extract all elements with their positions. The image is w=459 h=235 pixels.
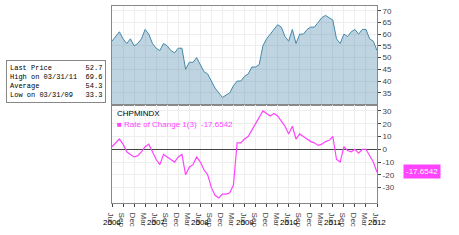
svg-text:Mar: Mar bbox=[183, 213, 192, 227]
svg-text:Mar: Mar bbox=[360, 213, 369, 227]
svg-text:Dec: Dec bbox=[261, 213, 270, 227]
svg-text:30: 30 bbox=[383, 107, 392, 116]
svg-text:Sep: Sep bbox=[205, 213, 214, 228]
svg-text:70: 70 bbox=[383, 6, 392, 15]
svg-text:20: 20 bbox=[383, 119, 392, 128]
svg-text:Jun: Jun bbox=[327, 213, 336, 226]
svg-text:Jun: Jun bbox=[239, 213, 248, 226]
svg-text:50: 50 bbox=[383, 53, 392, 62]
svg-text:Sep: Sep bbox=[117, 213, 126, 228]
svg-text:60: 60 bbox=[383, 30, 392, 39]
svg-text:-20: -20 bbox=[383, 171, 395, 180]
svg-text:40: 40 bbox=[383, 77, 392, 86]
svg-text:CHPMINDX: CHPMINDX bbox=[117, 109, 160, 118]
svg-text:Dec: Dec bbox=[128, 213, 137, 227]
svg-text:2008: 2008 bbox=[191, 218, 209, 227]
svg-text:2009: 2009 bbox=[236, 218, 254, 227]
svg-text:Sep: Sep bbox=[294, 213, 303, 228]
svg-text:Mar: Mar bbox=[227, 213, 236, 227]
svg-text:Dec: Dec bbox=[305, 213, 314, 227]
svg-text:55: 55 bbox=[383, 42, 392, 51]
svg-text:2012: 2012 bbox=[368, 218, 386, 227]
svg-text:2006: 2006 bbox=[103, 218, 121, 227]
svg-text:■ Rate of Change 1(3) -17.654: ■ Rate of Change 1(3) -17.6542 bbox=[117, 120, 233, 129]
svg-text:Jun: Jun bbox=[106, 213, 115, 226]
svg-text:Sep: Sep bbox=[338, 213, 347, 228]
svg-text:Sep: Sep bbox=[161, 213, 170, 228]
svg-text:Jun: Jun bbox=[150, 213, 159, 226]
svg-text:Last Price 52.7High on: Last Price 52.7High on 03/31/11 69.6Aver… bbox=[10, 64, 102, 99]
svg-text:35: 35 bbox=[383, 89, 392, 98]
svg-text:Jun: Jun bbox=[283, 213, 292, 226]
svg-text:-17.6542: -17.6542 bbox=[406, 167, 438, 176]
svg-text:Mar: Mar bbox=[316, 213, 325, 227]
svg-text:Jun: Jun bbox=[371, 213, 380, 226]
svg-text:0: 0 bbox=[383, 145, 388, 154]
svg-text:Dec: Dec bbox=[349, 213, 358, 227]
svg-text:2007: 2007 bbox=[147, 218, 165, 227]
svg-text:Dec: Dec bbox=[172, 213, 181, 227]
svg-text:Jun: Jun bbox=[194, 213, 203, 226]
svg-text:-10: -10 bbox=[383, 158, 395, 167]
svg-text:2011: 2011 bbox=[324, 218, 342, 227]
svg-text:2010: 2010 bbox=[280, 218, 298, 227]
svg-text:Mar: Mar bbox=[139, 213, 148, 227]
svg-text:Mar: Mar bbox=[272, 213, 281, 227]
svg-text:45: 45 bbox=[383, 65, 392, 74]
svg-text:65: 65 bbox=[383, 18, 392, 27]
svg-text:10: 10 bbox=[383, 132, 392, 141]
svg-text:Dec: Dec bbox=[216, 213, 225, 227]
svg-text:Sep: Sep bbox=[250, 213, 259, 228]
svg-text:-30: -30 bbox=[383, 183, 395, 192]
